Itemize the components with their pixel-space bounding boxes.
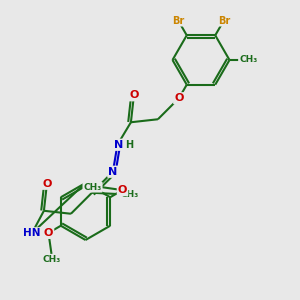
Text: O: O	[174, 93, 184, 103]
Text: CH₃: CH₃	[42, 255, 61, 264]
Text: N: N	[114, 140, 124, 150]
Text: N: N	[108, 167, 118, 177]
Text: O: O	[129, 90, 139, 100]
Text: CH₃: CH₃	[239, 56, 257, 64]
Text: CH₃: CH₃	[120, 190, 139, 199]
Text: O: O	[118, 185, 127, 195]
Text: CH₃: CH₃	[83, 183, 102, 192]
Text: HN: HN	[23, 228, 41, 238]
Text: O: O	[44, 228, 53, 238]
Text: Br: Br	[172, 16, 184, 26]
Text: H: H	[125, 140, 134, 150]
Text: Br: Br	[218, 16, 230, 26]
Text: O: O	[42, 179, 52, 189]
